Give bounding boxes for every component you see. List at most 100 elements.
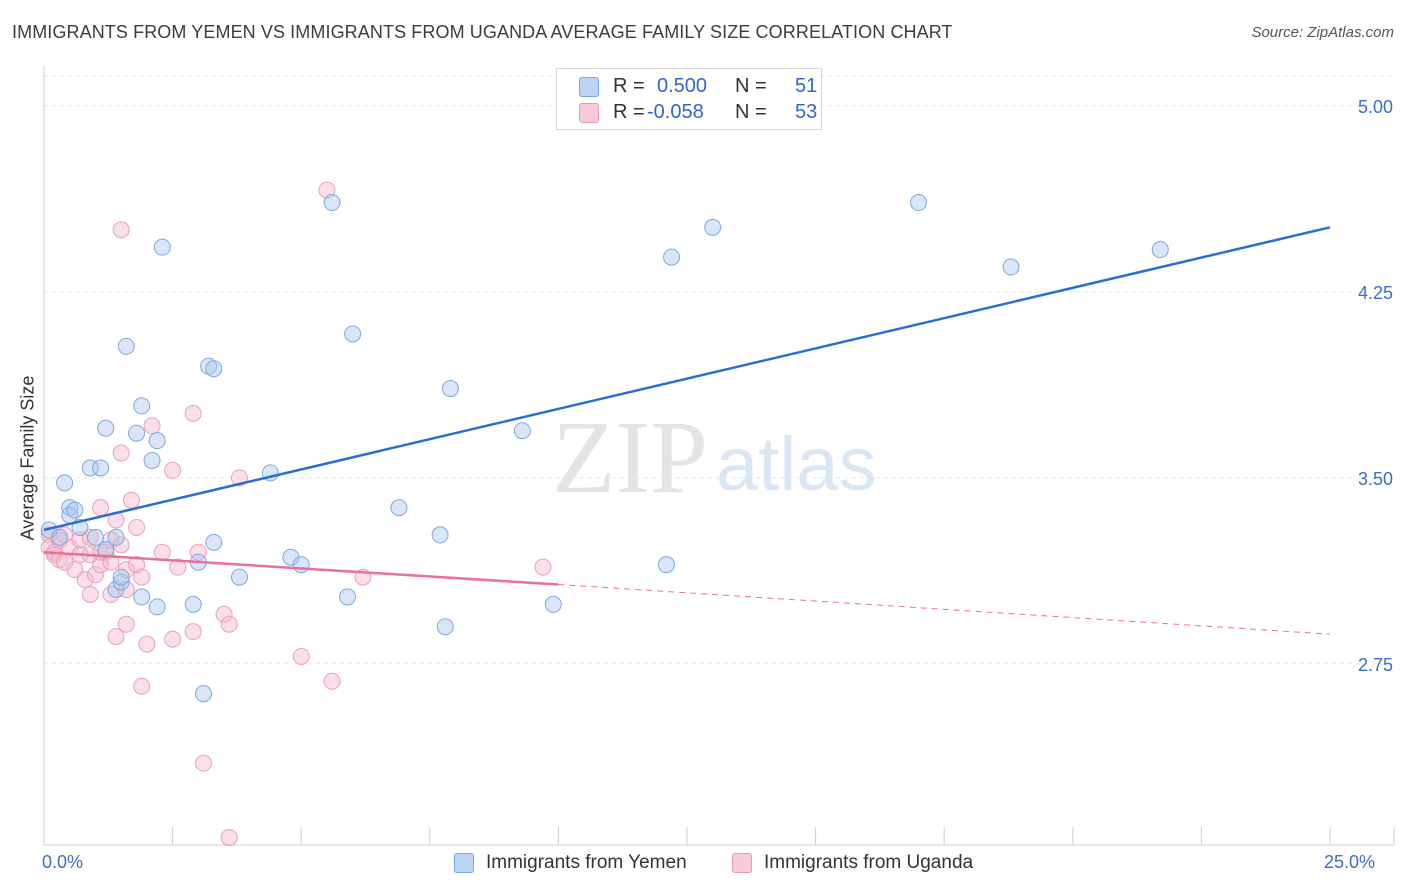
- chart-title: IMMIGRANTS FROM YEMEN VS IMMIGRANTS FROM…: [12, 22, 953, 42]
- point-yemen: [663, 248, 681, 266]
- point-uganda: [102, 585, 120, 603]
- point-yemen: [544, 595, 562, 613]
- watermark-zip: ZIP: [552, 400, 708, 515]
- point-yemen: [441, 380, 459, 398]
- point-uganda: [184, 404, 202, 422]
- point-yemen: [205, 533, 223, 551]
- point-uganda: [143, 417, 161, 435]
- point-uganda: [194, 754, 212, 772]
- correlation-legend: R = 0.500 N = 51 R = -0.058 N = 53: [556, 68, 822, 130]
- trend-line-uganda: [43, 551, 559, 586]
- legend-n-value-uganda: 53: [795, 101, 818, 123]
- legend-r-label: R =: [613, 75, 645, 97]
- y-tick-label: 4.25: [1358, 283, 1393, 303]
- point-uganda: [220, 615, 238, 633]
- point-yemen: [205, 360, 223, 378]
- point-uganda: [81, 585, 99, 603]
- point-uganda: [112, 444, 130, 462]
- point-yemen: [431, 526, 449, 544]
- point-uganda: [292, 647, 310, 665]
- legend-r-value-yemen: 0.500: [657, 75, 708, 97]
- legend-n-label: N =: [735, 75, 767, 97]
- trend-lines: [43, 226, 1331, 635]
- point-yemen: [66, 501, 84, 519]
- point-yemen: [148, 432, 166, 450]
- point-uganda: [323, 672, 341, 690]
- point-yemen: [128, 424, 146, 442]
- point-uganda: [138, 635, 156, 653]
- point-uganda: [133, 568, 151, 586]
- point-yemen: [344, 325, 362, 343]
- point-uganda: [215, 605, 233, 623]
- trend-line-yemen: [43, 226, 1331, 532]
- point-yemen: [107, 528, 125, 546]
- point-uganda: [86, 566, 104, 584]
- watermark: ZIP atlas: [552, 400, 877, 515]
- point-uganda: [133, 677, 151, 695]
- y-tick-labels: 5.00 4.25 3.50 2.75: [1358, 97, 1393, 675]
- point-yemen: [50, 528, 68, 546]
- point-yemen: [153, 238, 171, 256]
- y-axis-label: Average Family Size: [17, 375, 38, 541]
- point-uganda: [189, 543, 207, 561]
- legend-n-label: N =: [735, 101, 767, 123]
- point-yemen: [143, 452, 161, 469]
- source-credit: Source: ZipAtlas.com: [1251, 24, 1394, 41]
- point-uganda: [122, 491, 140, 509]
- point-yemen: [390, 499, 408, 517]
- point-yemen: [184, 595, 202, 613]
- point-yemen: [148, 598, 166, 616]
- point-uganda: [164, 461, 182, 479]
- point-yemen: [133, 588, 151, 606]
- bottom-legend-label-yemen: Immigrants from Yemen: [486, 852, 687, 873]
- legend-r-label: R =: [613, 101, 645, 123]
- point-uganda: [169, 558, 187, 576]
- point-uganda: [220, 829, 238, 847]
- point-uganda: [117, 615, 135, 633]
- x-axis-max-label: 25.0%: [1324, 852, 1376, 872]
- point-yemen: [513, 422, 531, 440]
- y-tick-label: 2.75: [1358, 655, 1393, 675]
- legend-r-value-uganda: -0.058: [647, 101, 704, 123]
- point-yemen: [97, 419, 115, 437]
- point-uganda: [128, 518, 146, 536]
- point-yemen: [230, 568, 248, 586]
- y-tick-label: 3.50: [1358, 469, 1393, 489]
- point-yemen: [92, 459, 110, 477]
- legend-swatch-yemen: [579, 77, 599, 97]
- bottom-legend-swatch-yemen: [454, 853, 474, 873]
- y-tick-label: 5.00: [1358, 97, 1393, 117]
- point-uganda: [66, 561, 84, 579]
- point-yemen: [86, 528, 104, 546]
- point-uganda: [112, 221, 130, 239]
- point-yemen: [292, 556, 310, 574]
- point-yemen: [338, 588, 356, 606]
- point-yemen: [657, 556, 675, 574]
- x-axis-min-label: 0.0%: [42, 852, 84, 872]
- point-yemen: [436, 618, 454, 636]
- trend-line-uganda-extension: [558, 584, 1331, 635]
- axes: [43, 66, 1395, 846]
- series-uganda-points: [40, 181, 552, 847]
- point-yemen: [133, 397, 151, 415]
- point-yemen: [704, 218, 722, 236]
- point-yemen: [1151, 241, 1169, 259]
- point-uganda: [92, 499, 110, 517]
- point-yemen: [56, 474, 74, 492]
- legend-swatch-uganda: [579, 103, 599, 123]
- point-yemen: [81, 459, 99, 477]
- point-uganda: [153, 543, 171, 561]
- point-yemen: [112, 568, 130, 586]
- point-uganda: [164, 630, 182, 648]
- point-yemen: [323, 194, 341, 212]
- point-uganda: [534, 558, 552, 576]
- point-yemen: [117, 337, 135, 355]
- legend-n-value-yemen: 51: [795, 75, 818, 97]
- series-yemen-points: [40, 194, 1169, 703]
- watermark-atlas: atlas: [716, 422, 877, 507]
- point-uganda: [184, 623, 202, 641]
- point-uganda: [81, 528, 99, 546]
- point-uganda: [76, 571, 94, 589]
- point-yemen: [1002, 258, 1020, 276]
